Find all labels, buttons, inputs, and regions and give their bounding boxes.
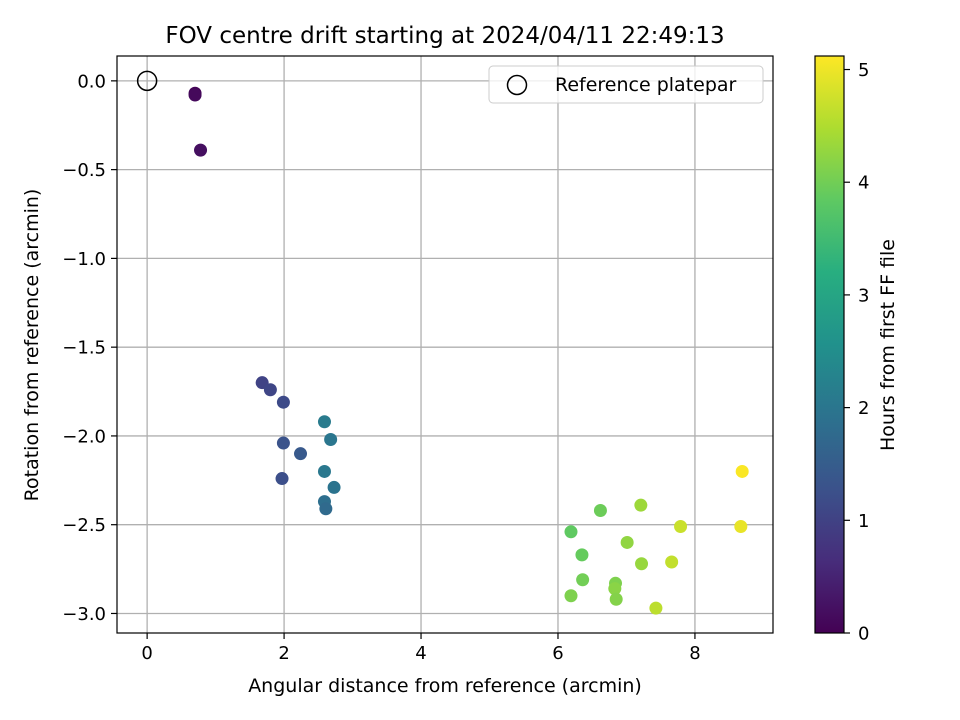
legend-box <box>488 65 764 104</box>
data-point <box>317 415 331 429</box>
data-point <box>564 525 578 539</box>
data-point <box>276 436 290 450</box>
data-point <box>734 519 748 533</box>
data-point <box>263 383 277 397</box>
data-point <box>276 395 290 409</box>
data-point <box>188 88 202 102</box>
data-point <box>665 555 679 569</box>
reference-platepar-marker <box>136 70 158 92</box>
colorbar-tick-label: 2 <box>858 398 869 419</box>
colorbar-tick-label: 3 <box>858 285 869 306</box>
data-point <box>620 535 634 549</box>
data-point <box>649 601 663 615</box>
legend-marker-icon <box>506 74 528 96</box>
y-tick-label: −3.0 <box>62 604 106 625</box>
x-tick-label: 6 <box>552 643 563 664</box>
data-point <box>609 592 623 606</box>
data-point <box>319 502 333 516</box>
data-point <box>735 464 749 478</box>
x-tick-label: 8 <box>689 643 700 664</box>
colorbar-gradient <box>814 55 845 634</box>
y-tick-label: −2.0 <box>62 426 106 447</box>
data-point <box>317 464 331 478</box>
data-point <box>634 498 648 512</box>
data-point <box>575 548 589 562</box>
x-tick-label: 0 <box>141 643 152 664</box>
colorbar-tick-label: 4 <box>858 173 869 194</box>
plot-area-frame <box>116 55 774 634</box>
x-tick-label: 4 <box>415 643 426 664</box>
chart-title: FOV centre drift starting at 2024/04/11 … <box>165 23 724 49</box>
x-tick-label: 2 <box>278 643 289 664</box>
data-point <box>294 447 308 461</box>
data-point <box>608 582 622 596</box>
y-tick-label: −1.0 <box>62 249 106 270</box>
data-point <box>275 472 289 486</box>
data-point <box>194 143 208 157</box>
grid-lines <box>117 56 773 633</box>
colorbar-tick-label: 1 <box>858 511 869 532</box>
y-tick-label: −0.5 <box>62 160 106 181</box>
x-axis-label: Angular distance from reference (arcmin) <box>248 675 642 697</box>
y-axis-label: Rotation from reference (arcmin) <box>21 189 43 502</box>
y-tick-label: −2.5 <box>62 515 106 536</box>
data-point <box>635 557 649 571</box>
data-point <box>576 573 590 587</box>
data-points <box>136 70 749 615</box>
data-point <box>674 519 688 533</box>
data-point <box>564 589 578 603</box>
legend: Reference platepar <box>488 65 764 104</box>
data-point <box>593 503 607 517</box>
data-point <box>324 432 338 446</box>
y-tick-label: −1.5 <box>62 338 106 359</box>
colorbar-ticks: 0 1 2 3 4 5 <box>844 60 869 645</box>
colorbar-tick-label: 0 <box>858 624 869 645</box>
colorbar: 0 1 2 3 4 5 Hours from first FF file <box>814 55 899 645</box>
data-point <box>327 480 341 494</box>
legend-entry-label: Reference platepar <box>555 74 737 96</box>
y-tick-label: 0.0 <box>77 71 106 92</box>
colorbar-label: Hours from first FF file <box>877 239 899 451</box>
colorbar-tick-label: 5 <box>858 60 869 81</box>
axis-ticks: 0 2 4 6 8 0.0 −0.5 −1.0 −1.5 −2.0 −2.5 −3.0 <box>62 71 700 664</box>
